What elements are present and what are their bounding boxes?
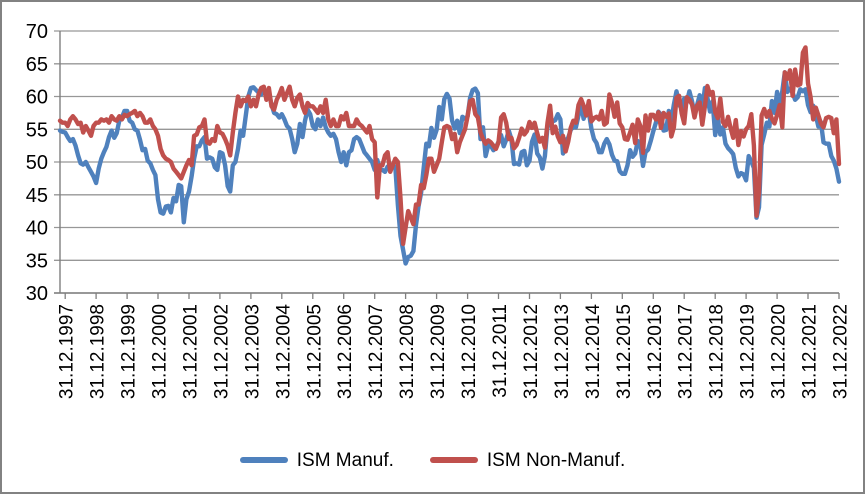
- x-axis-label: 31.12.2022: [831, 304, 852, 399]
- x-axis-label: 31.12.2004: [273, 304, 294, 400]
- x-axis-label: 31.12.2015: [614, 304, 635, 399]
- legend-line-swatch-red: [429, 457, 478, 463]
- x-axis-label: 31.12.1998: [88, 304, 109, 399]
- series-line-1: [57, 45, 842, 247]
- x-axis-label: 31.12.2017: [676, 304, 697, 399]
- y-axis-label: 70: [26, 21, 48, 43]
- y-axis-label: 45: [26, 185, 48, 207]
- x-axis-label: 31.12.2019: [738, 304, 759, 399]
- legend-line-swatch-blue: [239, 457, 288, 463]
- x-axis-label: 31.12.1997: [57, 304, 78, 399]
- legend-label-ism-non-manuf: ISM Non-Manuf.: [486, 449, 626, 471]
- x-axis-label: 31.12.2018: [707, 304, 728, 399]
- y-axis-label: 35: [26, 250, 48, 272]
- x-axis-label: 31.12.2020: [769, 304, 790, 399]
- x-axis-label: 31.12.2007: [366, 304, 387, 399]
- x-axis-label: 31.12.2013: [552, 304, 573, 399]
- y-axis-label: 60: [26, 87, 48, 109]
- x-axis-label: 31.12.2003: [242, 304, 263, 399]
- series-line-0: [57, 70, 842, 266]
- legend-item-ism-manuf: ISM Manuf.: [239, 449, 394, 471]
- y-axis-label: 55: [26, 119, 48, 141]
- x-axis-label: 31.12.1999: [119, 304, 140, 399]
- x-axis-label: 31.12.2016: [645, 304, 666, 399]
- x-axis-label: 31.12.2012: [521, 304, 542, 399]
- x-axis-label: 31.12.2010: [459, 304, 480, 399]
- x-axis-label: 31.12.2005: [304, 304, 325, 399]
- y-axis-label: 50: [26, 152, 48, 174]
- legend-item-ism-non-manuf: ISM Non-Manuf.: [429, 449, 626, 471]
- y-axis-label: 65: [26, 54, 48, 76]
- legend-label-ism-manuf: ISM Manuf.: [296, 449, 394, 471]
- x-axis-label: 31.12.2021: [800, 304, 821, 399]
- x-axis-label: 31.12.2008: [397, 304, 418, 399]
- x-axis-label: 31.12.2014: [583, 304, 604, 400]
- x-axis-label: 31.12.2002: [211, 304, 232, 399]
- x-axis-label: 31.12.2006: [335, 304, 356, 399]
- y-axis-label: 40: [26, 218, 48, 240]
- y-axis-label: 30: [26, 283, 48, 305]
- x-axis-label: 31.12.2011: [490, 304, 511, 398]
- chart-legend: ISM Manuf. ISM Non-Manuf.: [2, 444, 863, 476]
- x-axis-label: 31.12.2001: [181, 304, 202, 399]
- x-axis-label: 31.12.2000: [150, 304, 171, 399]
- x-axis-label: 31.12.2009: [428, 304, 449, 399]
